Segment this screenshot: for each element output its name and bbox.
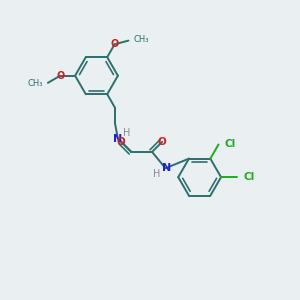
Text: O: O [110,39,119,49]
Text: Cl: Cl [243,172,255,182]
Text: H: H [123,128,130,138]
Text: CH₃: CH₃ [27,79,43,88]
Text: O: O [117,137,126,147]
Text: CH₃: CH₃ [134,35,149,44]
Text: N: N [162,163,171,173]
Text: O: O [56,71,64,81]
Text: O: O [158,137,167,147]
Text: H: H [153,169,161,178]
Text: N: N [113,134,122,143]
Text: Cl: Cl [224,139,236,148]
